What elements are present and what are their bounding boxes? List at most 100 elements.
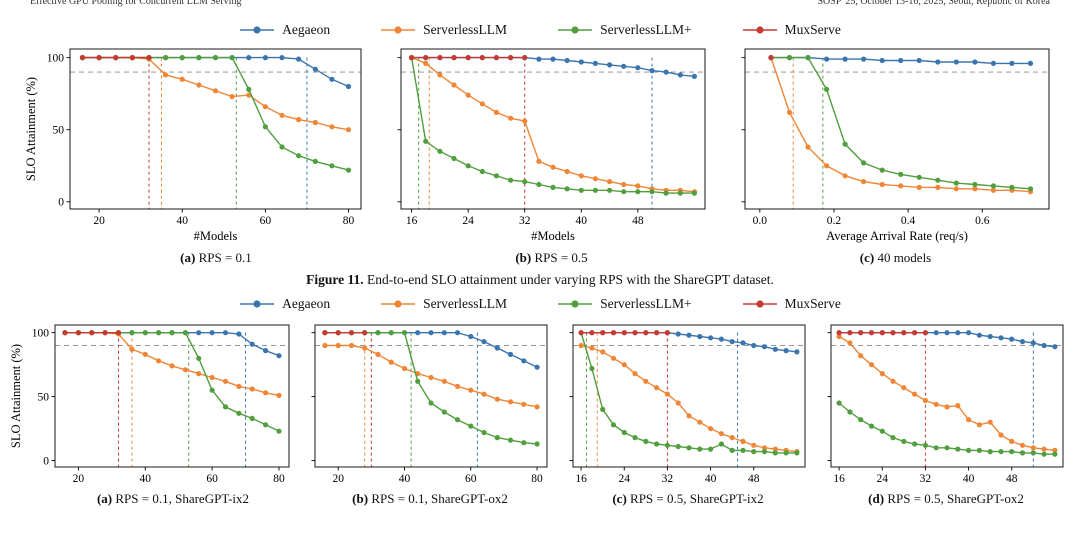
x-tick-label: 40 xyxy=(575,215,587,227)
x-tick-label: 20 xyxy=(73,473,85,485)
subcaption-c1: (c) 40 models xyxy=(860,250,932,266)
chart-rps-0-5: 16 24 32 40 48 #Models (b) RPS = 0.5 xyxy=(391,42,713,266)
series-serverlessllm xyxy=(836,333,1058,453)
x-tick-label: 20 xyxy=(93,215,105,227)
subcaption-b2: (b) RPS = 0.1, ShareGPT-ox2 xyxy=(352,491,508,507)
series-serverlessllm xyxy=(408,55,697,195)
y-tick-label: 0 xyxy=(43,455,49,467)
x-tick-label: 60 xyxy=(259,215,271,227)
x-tick-label: 24 xyxy=(877,473,889,485)
x-tick-label: 40 xyxy=(399,473,411,485)
chart-40-models: 0.0 0.2 0.4 0.6 Average Arrival Rate (req/s)… xyxy=(735,42,1057,266)
subcaption-a1-label: (a) xyxy=(180,250,196,265)
x-tick-label: 32 xyxy=(518,215,530,227)
x-tick-label: 24 xyxy=(462,215,474,227)
subcaption-a1-text: RPS = 0.1 xyxy=(198,250,252,265)
series-serverlessllm xyxy=(767,55,1033,192)
figure-caption-text: End-to-end SLO attainment under varying … xyxy=(366,272,774,287)
running-header-right: SOSP '25, October 13-16, 2025, Seoul, Re… xyxy=(817,0,1050,7)
figure12-charts-row: 20 40 60 80 0 50 100 SLO Attainment (%) (a) RPS… xyxy=(0,318,1080,507)
series-muxserve xyxy=(322,330,368,336)
figure12-legend: Aegaeon ServerlessLLM ServerlessLLM+ MuxSer… xyxy=(0,294,1080,314)
subcaption-d2-label: (d) xyxy=(868,491,885,506)
x-tick-label: 48 xyxy=(1006,473,1018,485)
x-tick-label: 24 xyxy=(619,473,631,485)
x-tick-label: 80 xyxy=(342,215,354,227)
subcaption-b1: (b) RPS = 0.5 xyxy=(515,250,587,266)
legend-item-muxserve: MuxServe xyxy=(742,22,841,38)
chart-plot: 16 24 32 40 48 #Models xyxy=(397,48,705,243)
series-serverlessllm xyxy=(322,330,540,447)
series-muxserve xyxy=(62,330,122,336)
x-tick-label: 0.4 xyxy=(900,215,915,227)
x-tick-label: 0.2 xyxy=(826,215,841,227)
series-muxserve xyxy=(767,55,774,61)
x-tick-label: 0.0 xyxy=(752,215,767,227)
x-tick-label: 48 xyxy=(748,473,760,485)
x-tick-label: 20 xyxy=(332,473,344,485)
x-tick-label: 32 xyxy=(662,473,674,485)
plot-frame xyxy=(830,324,1064,468)
series-muxserve xyxy=(578,330,670,336)
subcaption-c1-text: 40 models xyxy=(877,250,932,265)
legend-label-muxserve: MuxServe xyxy=(784,22,841,37)
subcaption-c1-label: (c) xyxy=(859,250,875,265)
legend-item-aegaeon: Aegaeon xyxy=(239,296,330,312)
legend-marker-icon xyxy=(558,26,593,34)
legend-item-serverlessllm: ServerlessLLM+ xyxy=(557,22,692,38)
subcaption-a2: (a) RPS = 0.1, ShareGPT-ix2 xyxy=(97,491,249,507)
subcaption-d2: (d) RPS = 0.5, ShareGPT-ox2 xyxy=(868,491,1024,507)
chart-plot: 20 40 60 80 0 50 100 #Models SLO Attainment (%) xyxy=(24,48,361,243)
legend-label-muxserve: MuxServe xyxy=(784,296,841,311)
legend-marker-icon xyxy=(381,26,416,34)
running-header-left: Effective GPU Pooling for Concurrent LLM… xyxy=(30,0,242,7)
y-axis-label: SLO Attainment (%) xyxy=(24,77,38,181)
x-tick-label: 40 xyxy=(963,473,975,485)
legend-label-aegaeon: Aegaeon xyxy=(282,296,331,311)
figure11-charts-row: 20 40 60 80 0 50 100 #Models SLO Attainment (%) … xyxy=(0,42,1080,266)
legend-label-serverlessllm: ServerlessLLM xyxy=(423,22,508,37)
chart-plot: 20 40 60 80 0 50 100 SLO Attainment (%) xyxy=(9,324,290,485)
subcaption-c2: (c) RPS = 0.5, ShareGPT-ix2 xyxy=(612,491,763,507)
subcaption-b2-text: RPS = 0.1, ShareGPT-ox2 xyxy=(371,491,508,506)
y-tick-label: 50 xyxy=(38,391,50,403)
series-serverlessllm xyxy=(79,55,351,173)
x-axis-label: Average Arrival Rate (req/s) xyxy=(826,229,968,243)
legend-item-serverlessllm: ServerlessLLM xyxy=(380,296,507,312)
series-serverlessllm xyxy=(322,342,540,410)
subcaption-a1: (a) RPS = 0.1 xyxy=(180,250,252,266)
series-muxserve xyxy=(79,55,152,61)
subcaption-d2-text: RPS = 0.5, ShareGPT-ox2 xyxy=(887,491,1024,506)
x-tick-label: 48 xyxy=(632,215,644,227)
chart-rps-0-1: 20 40 60 80 0 50 100 #Models SLO Attainment (%) … xyxy=(24,42,369,266)
subcaption-b1-text: RPS = 0.5 xyxy=(534,250,588,265)
chart-plot: 16 24 32 40 48 xyxy=(569,324,806,485)
y-tick-label: 100 xyxy=(46,52,64,64)
x-tick-label: 60 xyxy=(465,473,477,485)
x-tick-label: 60 xyxy=(206,473,218,485)
subcaption-b1-label: (b) xyxy=(515,250,532,265)
y-axis-label: SLO Attainment (%) xyxy=(9,344,23,448)
series-muxserve xyxy=(836,330,928,336)
x-axis-label: #Models xyxy=(531,229,575,243)
series-muxserve xyxy=(408,55,527,61)
y-tick-label: 0 xyxy=(58,197,64,209)
subcaption-c2-text: RPS = 0.5, ShareGPT-ix2 xyxy=(630,491,764,506)
figure-caption-label: Figure 11. xyxy=(306,272,364,287)
subcaption-c2-label: (c) xyxy=(612,491,627,506)
subcaption-a2-text: RPS = 0.1, ShareGPT-ix2 xyxy=(115,491,250,506)
y-tick-label: 50 xyxy=(52,125,64,137)
x-tick-label: 40 xyxy=(176,215,188,227)
series-serverlessllm xyxy=(62,330,282,398)
plot-frame xyxy=(314,324,548,468)
subcaption-b2-label: (b) xyxy=(352,491,369,506)
plot-frame xyxy=(54,324,290,468)
x-tick-label: 80 xyxy=(531,473,543,485)
x-tick-label: 80 xyxy=(273,473,285,485)
series-serverlessllm xyxy=(408,55,697,196)
series-serverlessllm xyxy=(836,400,1058,457)
page-header: Effective GPU Pooling for Concurrent LLM… xyxy=(0,0,1080,8)
series-aegaeon xyxy=(322,330,540,370)
x-tick-label: 16 xyxy=(575,473,587,485)
legend-label-serverlessllm: ServerlessLLM+ xyxy=(600,22,692,37)
